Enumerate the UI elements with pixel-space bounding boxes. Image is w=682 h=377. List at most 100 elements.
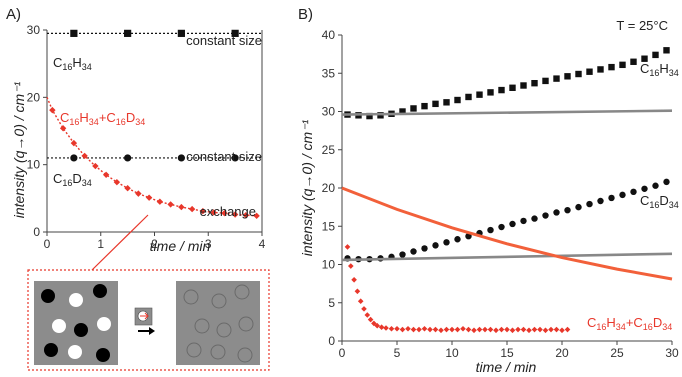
y-tick-label: 30 xyxy=(27,23,41,37)
c16h34-point xyxy=(498,86,505,94)
c16d34-point xyxy=(531,215,538,222)
c16h34-point xyxy=(553,75,560,82)
c16h34-c16d34-point xyxy=(92,162,99,170)
c16d34-point xyxy=(399,251,406,258)
c16h34-c16d34-point xyxy=(559,327,565,334)
grey-particle-icon xyxy=(183,289,199,305)
c16h34-point xyxy=(652,51,659,59)
c16h34-point xyxy=(476,91,483,98)
y-tick-label: 35 xyxy=(322,66,336,80)
c16h34-c16d34-point xyxy=(156,198,164,205)
c16h34-point xyxy=(432,100,439,108)
c16d34-point xyxy=(520,217,527,225)
c16h34-c16d34-point xyxy=(167,201,174,208)
c16d34-point xyxy=(432,242,439,249)
c16d34-point xyxy=(630,188,637,196)
c16h34-c16d34-point xyxy=(374,322,380,329)
c16h34-c16d34-point xyxy=(498,326,505,333)
x-tick-label: 15 xyxy=(500,346,514,360)
c16h34-c16d34-point xyxy=(405,325,411,332)
x-tick-label: 30 xyxy=(665,346,679,360)
c16d34-point xyxy=(177,154,185,162)
y-tick-label: 15 xyxy=(322,219,336,233)
c16h34-c16d34-point xyxy=(520,326,527,333)
c16h34-c16d34-point xyxy=(242,211,250,219)
black-particle-icon xyxy=(44,343,58,357)
y-tick-label: 5 xyxy=(328,296,335,310)
c16h34-c16d34-point xyxy=(394,325,400,332)
c16d34-point xyxy=(553,209,560,216)
label-c16d34-b: C16D34 xyxy=(640,193,679,210)
c16h34-c16d34-point xyxy=(145,194,153,201)
c16h34-c16d34-point xyxy=(351,277,357,283)
c16d34-point xyxy=(454,236,461,243)
temperature-label: T = 25°C xyxy=(616,18,668,33)
c16h34-c16d34-point xyxy=(231,211,239,218)
panel-b-y-ticks: 0 5 10 15 20 25 30 35 40 xyxy=(322,28,342,348)
c16h34-c16d34-point xyxy=(59,125,67,132)
c16d34-point xyxy=(124,154,132,162)
panel-b-x-ticks: 0 5 10 15 20 25 30 xyxy=(339,341,679,360)
label-c16d34-a: C16D34 xyxy=(53,171,92,188)
white-particle-icon xyxy=(52,319,66,333)
c16d34-point xyxy=(542,212,549,219)
c16h34-c16d34-point xyxy=(357,298,364,305)
panel-a-label: A) xyxy=(6,6,21,23)
black-particle-icon xyxy=(96,348,110,362)
c16h34-point xyxy=(641,55,648,62)
c16h34-c16d34-point xyxy=(383,325,389,331)
c16h34-point xyxy=(399,108,406,115)
c16h34-point xyxy=(509,84,516,91)
c16h34-c16d34-point xyxy=(542,327,549,334)
x-tick-label: 5 xyxy=(394,346,401,360)
grey-particle-icon xyxy=(211,293,227,309)
inset-connector xyxy=(91,214,149,271)
c16h34-c16d34-point xyxy=(253,212,260,220)
c16h34-c16d34-point xyxy=(465,326,472,333)
panel-a-y-ticks: 0 10 20 30 xyxy=(27,23,47,239)
x-tick-label: 10 xyxy=(445,346,459,360)
white-particle-icon xyxy=(97,317,111,331)
c16h34-c16d34-point xyxy=(348,263,354,269)
grey-particle-icon xyxy=(238,316,254,332)
grey-particle-icon xyxy=(234,284,250,300)
panel-a-x-ticks: 0 1 2 3 4 xyxy=(44,232,266,251)
label-c16h34-b: C16H34 xyxy=(640,61,679,78)
c16h34-point xyxy=(586,68,593,75)
svg-text:intensity (q→0) / cm⁻¹: intensity (q→0) / cm⁻¹ xyxy=(11,81,27,218)
c16h34-point xyxy=(410,105,417,112)
c16h34-c16d34-point xyxy=(354,288,361,295)
c16h34-c16d34-point xyxy=(537,326,543,333)
y-tick-label: 20 xyxy=(27,90,41,104)
grey-particle-icon xyxy=(237,347,253,363)
c16h34-c16d34-point xyxy=(454,326,461,333)
c16h34-point xyxy=(465,93,472,101)
c16d34-point xyxy=(487,226,494,234)
decay-fit-line xyxy=(46,97,257,217)
y-tick-label: 0 xyxy=(328,334,335,348)
annotation-constant-size-middle: constant size xyxy=(186,149,262,164)
c16d34-point xyxy=(509,220,516,228)
c16h34-c16d34-point xyxy=(526,327,532,334)
y-tick-label: 10 xyxy=(27,158,41,172)
c16h34-c16d34-point xyxy=(113,178,121,186)
panel-a-x-axis-label: time / min xyxy=(150,238,211,254)
c16d34-point xyxy=(231,154,239,162)
y-tick-label: 25 xyxy=(322,143,336,157)
c16h34-c16d34-point xyxy=(493,327,499,334)
grey-particle-icon xyxy=(186,342,202,358)
c16h34-c16d34-point xyxy=(178,203,185,211)
c16h34-point xyxy=(663,47,670,54)
c16h34-c16d34-point xyxy=(378,324,385,331)
c16h34-c16d34-point xyxy=(443,326,450,333)
white-particle-icon xyxy=(68,345,82,359)
c16h34-point xyxy=(630,58,637,65)
c16h34-c16d34-point xyxy=(210,209,217,216)
c16d34-point xyxy=(498,223,505,231)
c16d34-point xyxy=(70,154,78,162)
c16h34-point xyxy=(608,63,615,71)
label-c16h34-a: C16H34 xyxy=(53,55,92,72)
c16h34-c16d34-point xyxy=(388,325,395,332)
c16h34-point xyxy=(542,77,549,85)
